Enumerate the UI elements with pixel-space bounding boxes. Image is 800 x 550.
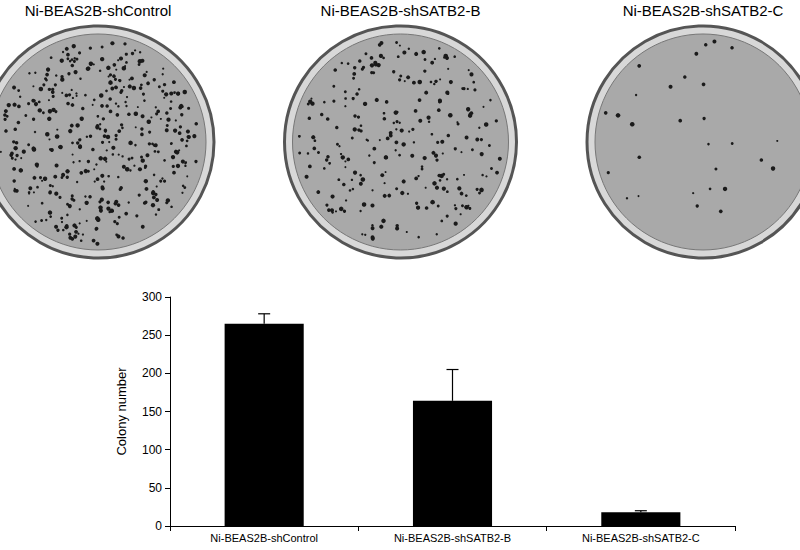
svg-text:Ni-BEAS2B-shSATB2-B: Ni-BEAS2B-shSATB2-B — [321, 2, 481, 19]
svg-text:Ni-BEAS2B-shControl: Ni-BEAS2B-shControl — [25, 2, 172, 19]
svg-text:Ni-BEAS2B-shSATB2-C: Ni-BEAS2B-shSATB2-C — [623, 2, 784, 19]
svg-text:Ni-BEAS2B-shControl: Ni-BEAS2B-shControl — [210, 532, 318, 544]
svg-text:Ni-BEAS2B-shSATB2-B: Ni-BEAS2B-shSATB2-B — [394, 532, 511, 544]
svg-text:250: 250 — [142, 328, 162, 342]
svg-text:100: 100 — [142, 443, 162, 457]
svg-text:200: 200 — [142, 366, 162, 380]
svg-text:150: 150 — [142, 405, 162, 419]
svg-text:Colony number: Colony number — [114, 367, 129, 456]
svg-text:50: 50 — [149, 481, 163, 495]
svg-text:0: 0 — [155, 519, 162, 533]
svg-text:Ni-BEAS2B-shSATB2-C: Ni-BEAS2B-shSATB2-C — [582, 532, 700, 544]
svg-text:300: 300 — [142, 290, 162, 304]
